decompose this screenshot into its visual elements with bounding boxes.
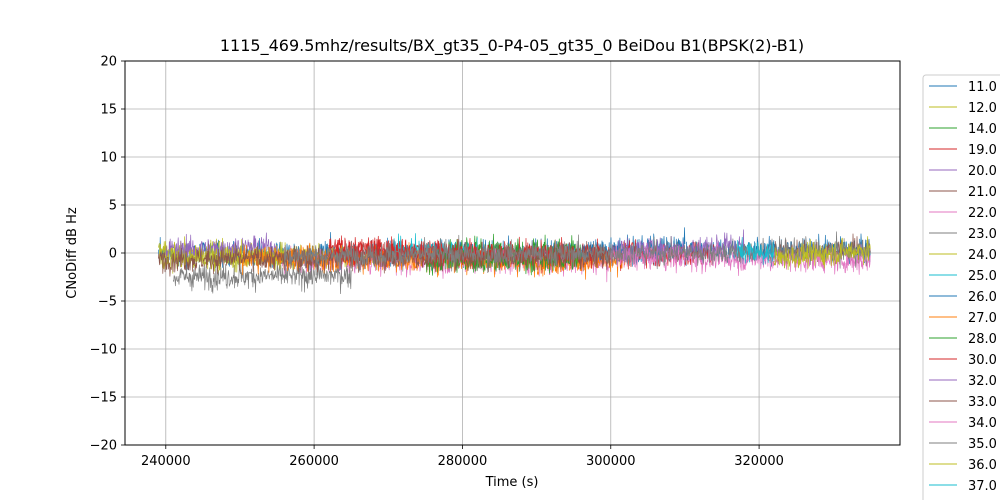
x-tick-label: 320000 bbox=[734, 454, 784, 469]
legend-label: 20.0 bbox=[968, 164, 997, 179]
chart-title: 1115_469.5mhz/results/BX_gt35_0-P4-05_gt… bbox=[220, 36, 804, 56]
legend: 11.0 12.0 14.0 19.0 20.0 21.0 22.0 23.0 24.0 25.0… bbox=[922, 74, 1000, 500]
series-line-36-0 bbox=[773, 236, 871, 270]
y-tick-label: 5 bbox=[109, 199, 117, 214]
legend-label: 26.0 bbox=[968, 290, 997, 305]
legend-label: 12.0 bbox=[968, 101, 997, 116]
x-tick-label: 280000 bbox=[438, 454, 488, 469]
legend-label: 28.0 bbox=[968, 332, 997, 347]
y-tick-label: −20 bbox=[90, 439, 117, 454]
series-line-37-0 bbox=[736, 236, 775, 266]
legend-label: 35.0 bbox=[968, 437, 997, 452]
legend-label: 24.0 bbox=[968, 248, 997, 263]
y-tick-label: −10 bbox=[90, 343, 117, 358]
y-axis-label: CNoDiff dB Hz bbox=[65, 207, 80, 299]
y-tick-label: −15 bbox=[90, 391, 117, 406]
plot-series bbox=[158, 227, 871, 295]
y-tick-label: 20 bbox=[100, 55, 117, 70]
y-tick-label: 0 bbox=[109, 247, 117, 262]
y-tick-label: −5 bbox=[98, 295, 117, 310]
y-tick-label: 10 bbox=[100, 151, 117, 166]
legend-label: 14.0 bbox=[968, 122, 997, 137]
x-tick-label: 300000 bbox=[586, 454, 636, 469]
legend-label: 11.0 bbox=[968, 80, 997, 95]
y-tick-label: 15 bbox=[100, 103, 117, 118]
legend-label: 30.0 bbox=[968, 353, 997, 368]
y-axis: 20 15 10 5 0 −5 −10 −15 −20 bbox=[90, 55, 125, 454]
legend-label: 33.0 bbox=[968, 395, 997, 410]
series-line-23-0 bbox=[172, 255, 352, 295]
legend-label: 37.0 bbox=[968, 479, 997, 494]
legend-label: 23.0 bbox=[968, 227, 997, 242]
x-axis: 240000 260000 280000 300000 320000 bbox=[141, 445, 784, 469]
legend-label: 36.0 bbox=[968, 458, 997, 473]
legend-label: 21.0 bbox=[968, 185, 997, 200]
legend-label: 32.0 bbox=[968, 374, 997, 389]
legend-label: 34.0 bbox=[968, 416, 997, 431]
legend-box bbox=[922, 74, 1000, 500]
x-axis-label: Time (s) bbox=[485, 475, 539, 490]
legend-label: 19.0 bbox=[968, 143, 997, 158]
legend-label: 22.0 bbox=[968, 206, 997, 221]
x-tick-label: 260000 bbox=[289, 454, 339, 469]
legend-label: 25.0 bbox=[968, 269, 997, 284]
x-tick-label: 240000 bbox=[141, 454, 191, 469]
legend-label: 27.0 bbox=[968, 311, 997, 326]
